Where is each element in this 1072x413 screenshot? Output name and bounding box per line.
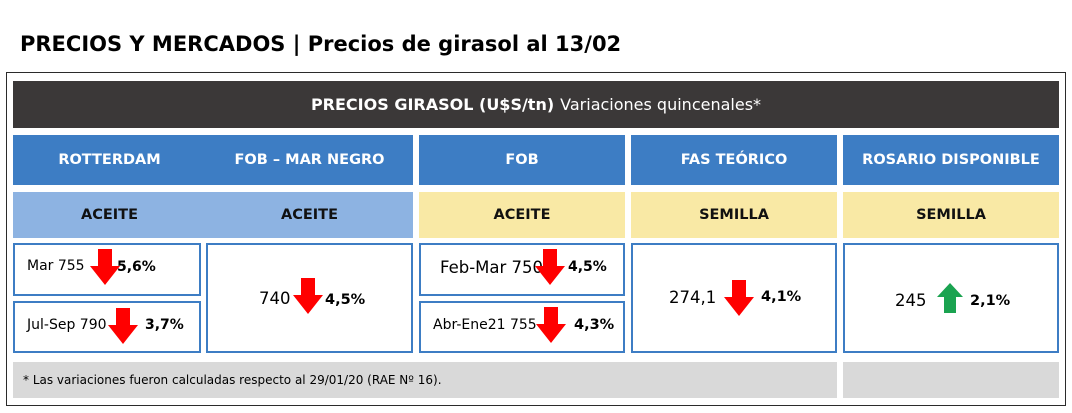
- arrow-down-icon: [536, 307, 566, 343]
- change-percent: 3,7%: [145, 317, 184, 333]
- arrow-down-icon: [535, 249, 565, 285]
- page-title: PRECIOS Y MERCADOS | Precios de girasol …: [20, 32, 622, 56]
- value-label: Feb-Mar 750: [440, 258, 544, 277]
- change-percent: 4,5%: [568, 259, 607, 275]
- product-mar-negro: ACEITE: [206, 192, 413, 238]
- banner-subtitle: Variaciones quincenales*: [560, 95, 762, 114]
- column-header-mar-negro: FOB – MAR NEGRO: [206, 135, 413, 185]
- value-label: Abr-Ene21 755: [433, 317, 537, 333]
- cell-fob-abr-ene21: [419, 301, 625, 353]
- column-header-fob: FOB: [419, 135, 625, 185]
- arrow-down-icon: [90, 249, 120, 285]
- value-label: Jul-Sep 790: [27, 317, 107, 333]
- value-label: 740: [259, 289, 291, 308]
- change-percent: 4,3%: [574, 317, 615, 333]
- arrow-up-icon: [937, 283, 963, 313]
- cell-fob-feb-mar: [419, 243, 625, 296]
- product-fob: ACEITE: [419, 192, 625, 238]
- product-rotterdam: ACEITE: [13, 192, 206, 238]
- value-label: 274,1: [669, 288, 717, 307]
- column-header-rosario: ROSARIO DISPONIBLE: [843, 135, 1059, 185]
- footnote-filler: [843, 362, 1059, 398]
- arrow-down-icon: [724, 280, 754, 316]
- change-percent: 2,1%: [970, 293, 1011, 309]
- change-percent: 4,5%: [325, 292, 366, 308]
- value-label: Mar 755: [27, 258, 85, 274]
- cell-rotterdam-jul-sep: [13, 301, 201, 353]
- value-label: 245: [895, 291, 927, 310]
- column-header-rotterdam: ROTTERDAM: [13, 135, 206, 185]
- arrow-down-icon: [108, 308, 138, 344]
- price-table-frame: [6, 72, 1066, 406]
- change-percent: 4,1%: [761, 289, 802, 305]
- footnote: * Las variaciones fueron calculadas resp…: [13, 362, 837, 398]
- column-header-fas-teorico: FAS TEÓRICO: [631, 135, 837, 185]
- banner-title: PRECIOS GIRASOL (U$S/tn): [310, 95, 555, 114]
- arrow-down-icon: [293, 278, 323, 314]
- product-fas-teorico: SEMILLA: [631, 192, 837, 238]
- product-rosario: SEMILLA: [843, 192, 1059, 238]
- table-banner: PRECIOS GIRASOL (U$S/tn) Variaciones qui…: [13, 81, 1059, 128]
- change-percent: 5,6%: [117, 259, 156, 275]
